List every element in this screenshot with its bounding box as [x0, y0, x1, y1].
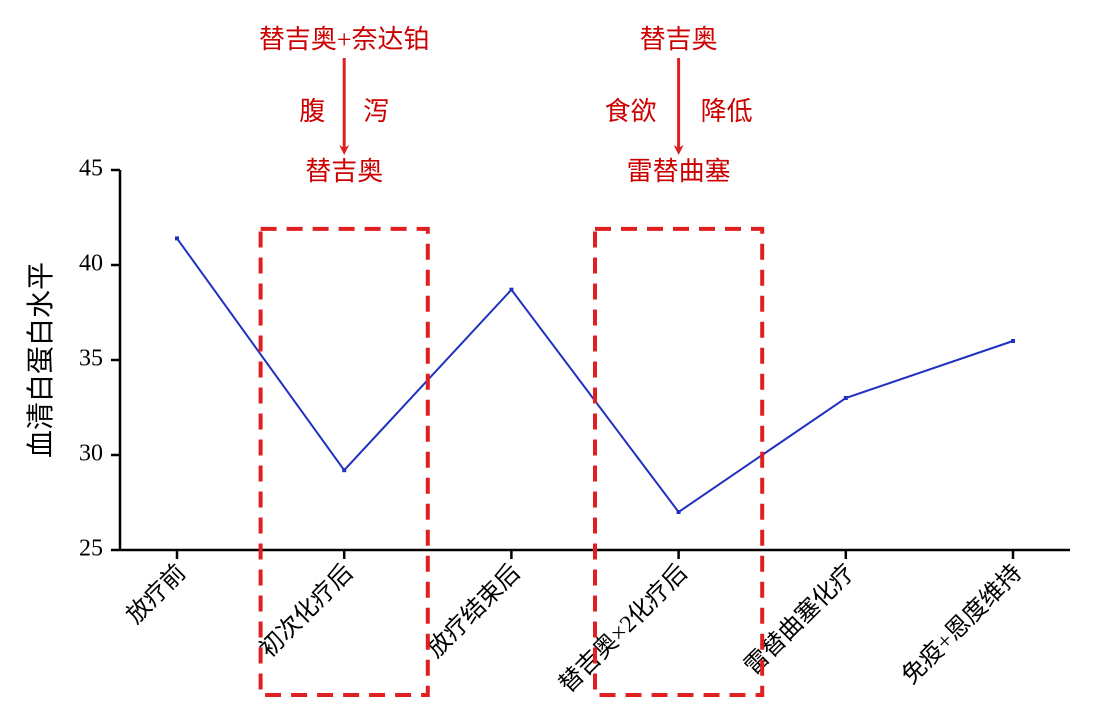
- data-marker: [844, 396, 848, 400]
- y-tick-label: 30: [79, 441, 103, 467]
- anno-top-2: 替吉奥: [640, 25, 718, 54]
- chart-container: 2530354045血清白蛋白水平放疗前初次化疗后放疗结束后替吉奥×2化疗后雷替…: [0, 0, 1111, 725]
- data-marker: [509, 288, 513, 292]
- anno-bot-1: 替吉奥: [305, 157, 383, 186]
- data-marker: [342, 468, 346, 472]
- anno-bot-2: 雷替曲塞: [627, 157, 731, 186]
- x-tick-label: 初次化疗后: [254, 559, 358, 663]
- x-tick-label: 免疫+恩度维持: [897, 559, 1027, 689]
- anno-mid-1a: 腹: [299, 97, 325, 126]
- y-axis-title: 血清白蛋白水平: [25, 262, 57, 458]
- x-tick-label: 放疗结束后: [422, 559, 526, 663]
- y-tick-label: 40: [79, 251, 103, 277]
- anno-top-1: 替吉奥+奈达铂: [259, 25, 430, 54]
- line-chart: 2530354045血清白蛋白水平放疗前初次化疗后放疗结束后替吉奥×2化疗后雷替…: [0, 0, 1111, 725]
- x-tick-label: 替吉奥×2化疗后: [554, 559, 693, 698]
- data-marker: [175, 236, 179, 240]
- y-tick-label: 35: [79, 346, 103, 372]
- anno-mid-2a: 食欲: [605, 97, 657, 126]
- data-marker: [677, 510, 681, 514]
- anno-mid-1b: 泻: [363, 97, 389, 126]
- y-tick-label: 25: [79, 536, 103, 562]
- anno-mid-2b: 降低: [701, 97, 753, 126]
- x-tick-label: 放疗前: [121, 559, 191, 629]
- x-tick-label: 雷替曲塞化疗: [739, 559, 860, 680]
- data-marker: [1011, 339, 1015, 343]
- y-tick-label: 45: [79, 156, 103, 182]
